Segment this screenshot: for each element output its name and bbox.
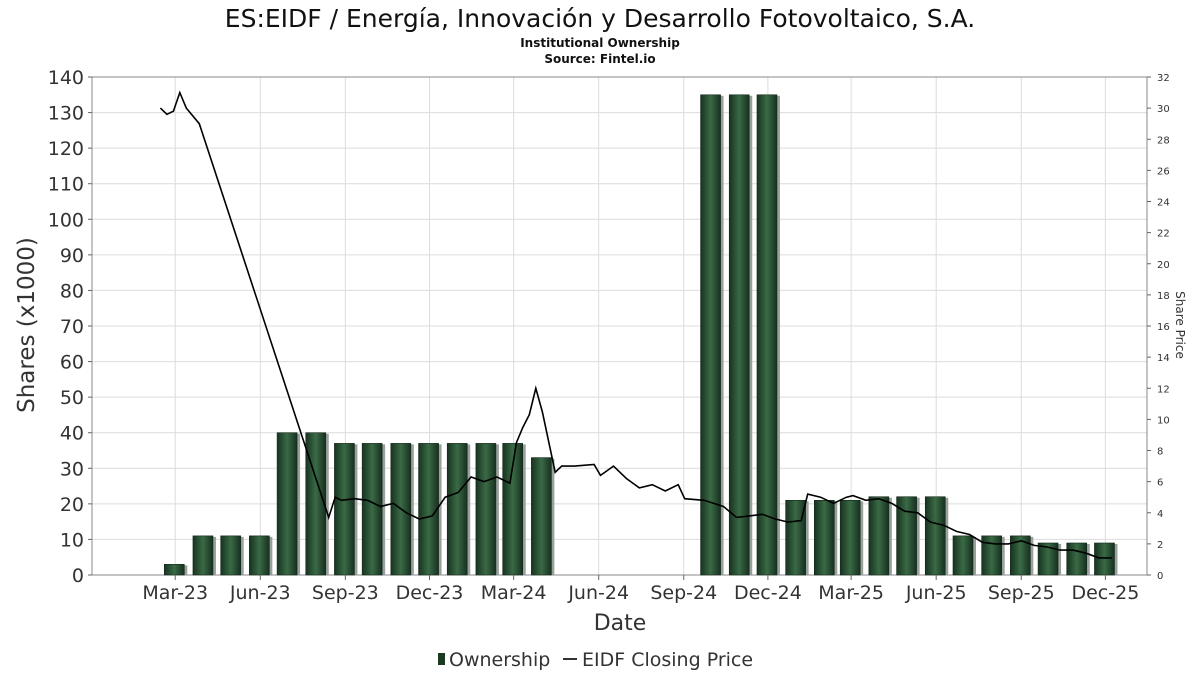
legend-ownership-label: Ownership (449, 649, 550, 671)
ownership-bars (163, 94, 1118, 576)
ownership-bar (1010, 535, 1031, 576)
ownership-bar (192, 535, 214, 576)
y-tick-label: 90 (60, 245, 84, 267)
ownership-bar (502, 443, 524, 576)
y2-tick-label: 0 (1157, 571, 1163, 582)
y-tick-label: 70 (60, 316, 84, 338)
ownership-bar (814, 499, 835, 576)
ownership-bar (1094, 542, 1115, 576)
x-tick-label: Jun-25 (905, 582, 967, 604)
x-tick-label: Mar-25 (818, 582, 884, 604)
y-tick-label: 80 (60, 280, 84, 302)
grid-lines (92, 76, 1147, 576)
x-tick-label: Mar-24 (481, 582, 547, 604)
ownership-bar (531, 457, 552, 576)
ownership-bar (249, 535, 270, 576)
y2-tick-label: 12 (1157, 384, 1170, 395)
ownership-bar (728, 94, 750, 576)
y2-tick-label: 26 (1157, 166, 1170, 177)
y-tick-label: 140 (48, 67, 84, 89)
ownership-bar (952, 535, 974, 576)
x-axis-label: Date (594, 611, 647, 636)
ownership-bar (756, 94, 778, 576)
y-tick-label: 20 (60, 494, 84, 516)
x-tick-label: Dec-25 (1071, 582, 1139, 604)
ownership-bar (334, 443, 355, 576)
ownership-bar (276, 432, 298, 576)
ownership-bar (868, 496, 890, 576)
y2-tick-label: 6 (1157, 478, 1163, 489)
ownership-bar (839, 499, 861, 576)
ownership-bar (981, 535, 1002, 576)
x-tick-label: Mar-23 (142, 582, 208, 604)
closing-price-line (159, 90, 1112, 559)
ownership-bar (418, 443, 439, 576)
ownership-bar (475, 443, 497, 576)
y-tick-label: 60 (60, 352, 84, 374)
x-axis: Mar-23 Jun-23 Sep-23 Dec-23 Mar-24 Jun-24 Sep-… (142, 575, 1139, 604)
ownership-bar (446, 443, 468, 576)
y-tick-label: 50 (60, 387, 84, 409)
y2-tick-label: 22 (1157, 229, 1170, 240)
y-tick-label: 130 (48, 103, 84, 125)
x-tick-label: Jun-24 (567, 582, 629, 604)
y-tick-label: 40 (60, 423, 84, 445)
chart-title: ES:EIDF / Energía, Innovación y Desarrol… (225, 4, 975, 33)
y-tick-label: 100 (48, 209, 84, 231)
ownership-bar (361, 443, 383, 576)
y2-tick-label: 4 (1157, 509, 1163, 520)
y2-tick-label: 2 (1157, 540, 1163, 551)
y2-tick-label: 16 (1157, 322, 1170, 333)
y2-tick-label: 18 (1157, 291, 1170, 302)
y2-axis-label: Share Price (1173, 291, 1187, 359)
ownership-bar (1066, 542, 1088, 576)
y2-tick-label: 8 (1157, 447, 1163, 458)
chart-source: Source: Fintel.io (544, 52, 655, 66)
ownership-bar (924, 496, 946, 576)
y-axis-left: 0 10 20 30 40 50 60 70 80 90 100 110 120 130 140 (48, 67, 92, 587)
y2-tick-label: 28 (1157, 135, 1170, 146)
x-tick-label: Dec-24 (734, 582, 802, 604)
ownership-bar (700, 94, 721, 576)
ownership-bar (163, 564, 185, 576)
y-tick-label: 120 (48, 138, 84, 160)
chart-subtitle: Institutional Ownership (520, 36, 680, 50)
y2-tick-label: 24 (1157, 198, 1170, 209)
legend-ownership-swatch (438, 653, 445, 665)
ownership-bar (305, 432, 327, 576)
y2-tick-label: 32 (1157, 73, 1170, 84)
y2-tick-label: 14 (1157, 353, 1170, 364)
y-tick-label: 110 (48, 174, 84, 196)
x-tick-label: Sep-23 (312, 582, 379, 604)
y-axis-label: Shares (x1000) (14, 237, 40, 413)
y-tick-label: 0 (72, 565, 84, 587)
x-tick-label: Dec-23 (396, 582, 464, 604)
x-tick-label: Jun-23 (229, 582, 291, 604)
ownership-bar (896, 496, 917, 576)
y2-tick-label: 20 (1157, 260, 1170, 271)
legend: Ownership EIDF Closing Price (438, 649, 753, 671)
ownership-bar (1037, 542, 1059, 576)
y-tick-label: 10 (60, 529, 84, 551)
ownership-bar (785, 499, 806, 576)
legend-price-label: EIDF Closing Price (582, 649, 753, 671)
y2-tick-label: 30 (1157, 104, 1170, 115)
ownership-bar (220, 535, 241, 576)
x-tick-label: Sep-25 (988, 582, 1055, 604)
y2-tick-label: 10 (1157, 415, 1170, 426)
x-tick-label: Sep-24 (650, 582, 717, 604)
y-tick-label: 30 (60, 458, 84, 480)
